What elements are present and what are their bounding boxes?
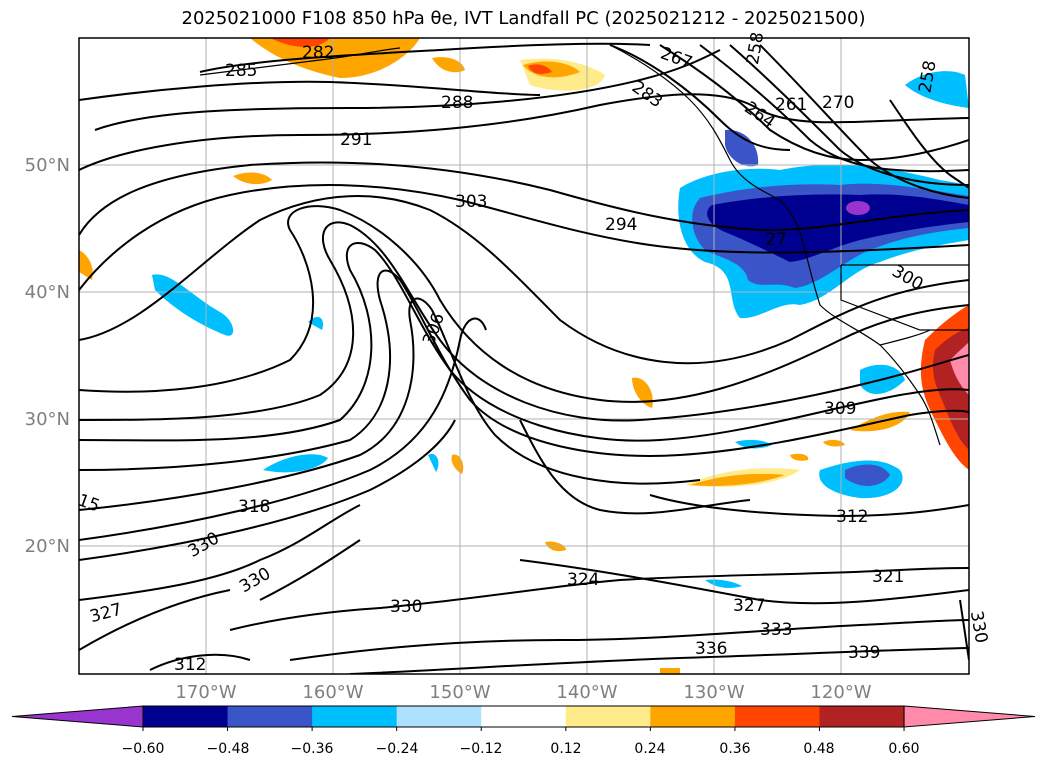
lon-label: 130°W (683, 682, 744, 703)
latitude-labels: 50°N 40°N 30°N 20°N (25, 155, 70, 557)
gridlines (79, 38, 969, 674)
colorbar-tick: 0.24 (634, 741, 665, 757)
lon-label: 170°W (175, 682, 236, 703)
colorbar-tick: 0.48 (803, 741, 834, 757)
colorbar-segment (481, 706, 567, 727)
map-panel (79, 38, 969, 674)
colorbar-tick: −0.48 (207, 741, 250, 757)
colorbar-tick: 0.36 (719, 741, 750, 757)
contour-label: 324 (567, 570, 599, 590)
lat-label: 20°N (25, 536, 70, 557)
colorbar-tick-labels: −0.60 −0.48 −0.36 −0.24 −0.12 0.12 0.24 … (122, 741, 920, 757)
shading-layer (79, 38, 969, 674)
contour-label: 261 (775, 95, 807, 115)
contour-label: 291 (340, 130, 372, 150)
lat-label: 40°N (25, 282, 70, 303)
contour-label: 27 (765, 230, 787, 250)
coastlines (199, 44, 969, 446)
map-title: 2025021000 F108 850 hPa θe, IVT Landfall… (181, 8, 866, 29)
colorbar-segment (227, 706, 313, 727)
theta-e-contours (79, 42, 969, 674)
colorbar-tick: −0.36 (291, 741, 334, 757)
contour-label: 309 (824, 399, 856, 419)
map-frame (78, 37, 970, 675)
contour-label: 312 (836, 507, 868, 527)
lon-label: 150°W (429, 682, 490, 703)
colorbar-tick: −0.12 (460, 741, 503, 757)
contour-label: 321 (872, 567, 904, 587)
colorbar-tick: 0.12 (550, 741, 581, 757)
colorbar-segment (650, 706, 736, 727)
colorbar-segment (143, 706, 229, 727)
colorbar-extend-low (11, 705, 144, 728)
ivt-negative-core (707, 194, 969, 262)
lon-label: 160°W (302, 682, 363, 703)
contour-label: 282 (302, 43, 334, 63)
colorbar-tick: 0.60 (888, 741, 919, 757)
contour-label: 339 (848, 643, 880, 663)
ivt-min-spot (846, 201, 870, 215)
colorbar-frame (142, 705, 905, 728)
colorbar-segment (565, 706, 651, 727)
colorbar-segment (819, 706, 905, 727)
lon-label: 120°W (810, 682, 871, 703)
lat-label: 50°N (25, 155, 70, 176)
lat-label: 30°N (25, 409, 70, 430)
contour-label: 333 (760, 620, 792, 640)
contour-label: 294 (605, 215, 637, 235)
contour-label: 336 (695, 639, 727, 659)
colorbar-tick: −0.24 (376, 741, 419, 757)
colorbar-segment (312, 706, 398, 727)
colorbar-segment (396, 706, 482, 727)
contour-label: 312 (174, 655, 206, 675)
contour-label: 318 (238, 497, 270, 517)
colorbar (11, 705, 1036, 731)
colorbar-segment (734, 706, 820, 727)
longitude-labels: 170°W 160°W 150°W 140°W 130°W 120°W (175, 682, 871, 703)
contour-label: 303 (455, 192, 487, 212)
contour-label: 330 (390, 597, 422, 617)
contour-label: 270 (822, 93, 854, 113)
contour-label: 285 (225, 61, 257, 81)
colorbar-tick: −0.60 (122, 741, 165, 757)
contour-label: 327 (733, 596, 765, 616)
lon-label: 140°W (556, 682, 617, 703)
contour-label: 288 (441, 93, 473, 113)
colorbar-extend-high (903, 705, 1036, 728)
